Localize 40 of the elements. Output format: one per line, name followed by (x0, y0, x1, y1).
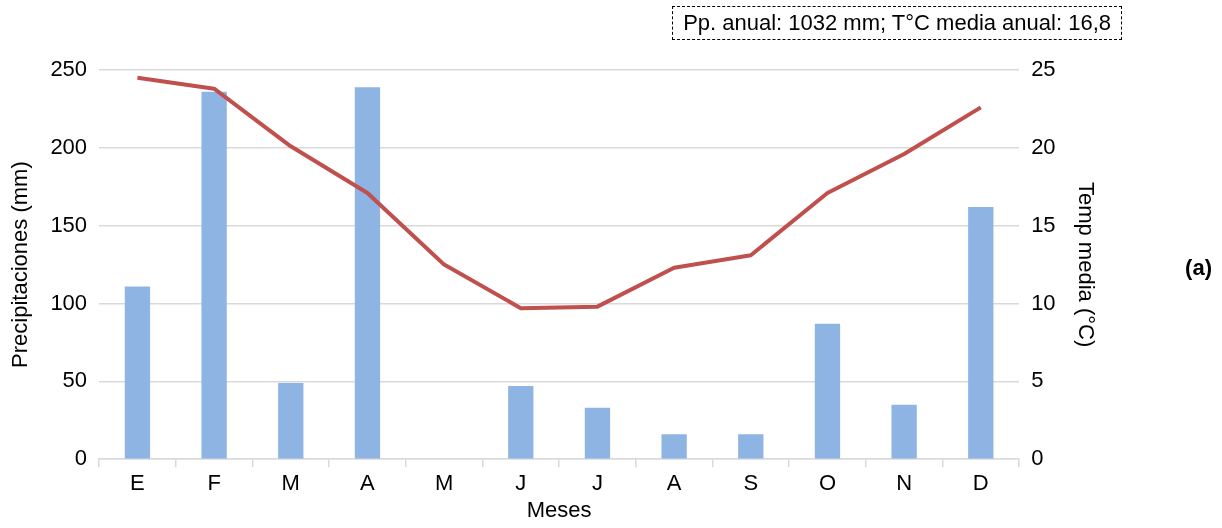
bar (814, 323, 841, 459)
bar (124, 286, 151, 459)
x-tick-label: D (972, 470, 989, 496)
y2-tick-label: 15 (1031, 211, 1056, 237)
x-tick-label: N (896, 470, 913, 496)
y2-tick-label: 10 (1031, 289, 1056, 315)
bar (891, 404, 917, 459)
bar (278, 382, 304, 459)
x-tick-label: O (818, 470, 837, 496)
bar (661, 434, 687, 459)
y-tick-label: 200 (50, 133, 88, 159)
bar (354, 87, 381, 459)
y-tick-label: 50 (62, 367, 88, 393)
y2-tick-label: 0 (1031, 445, 1044, 471)
y-tick-label: 100 (50, 289, 88, 315)
y2-tick-label: 5 (1031, 367, 1044, 393)
bar (738, 434, 764, 459)
bar (584, 407, 611, 459)
y-tick-label: 250 (50, 56, 88, 82)
bar (201, 91, 227, 459)
y-tick-label: 0 (74, 445, 88, 471)
y-tick-label: 150 (50, 211, 88, 237)
x-tick-label: A (666, 470, 682, 496)
x-axis-title: Meses (526, 496, 592, 522)
x-tick-label: E (130, 470, 145, 496)
x-tick-label: J (515, 470, 527, 496)
y-axis-title: Precipitaciones (mm) (7, 161, 33, 368)
y2-tick-label: 20 (1031, 133, 1056, 159)
y2-tick-label: 25 (1031, 56, 1056, 82)
x-tick-label: M (281, 470, 300, 496)
y2-axis-title: Temp media (°C) (1073, 181, 1099, 348)
text: (a) (1185, 255, 1212, 281)
x-tick-label: F (207, 470, 221, 496)
bar (968, 207, 994, 459)
bar (508, 386, 534, 459)
x-tick-label: A (360, 470, 376, 496)
text: Pp. anual: 1032 mm; T°C media anual: 16,8 (672, 6, 1122, 40)
x-tick-label: J (591, 470, 603, 496)
x-tick-label: S (743, 470, 759, 496)
x-tick-label: M (434, 470, 454, 496)
